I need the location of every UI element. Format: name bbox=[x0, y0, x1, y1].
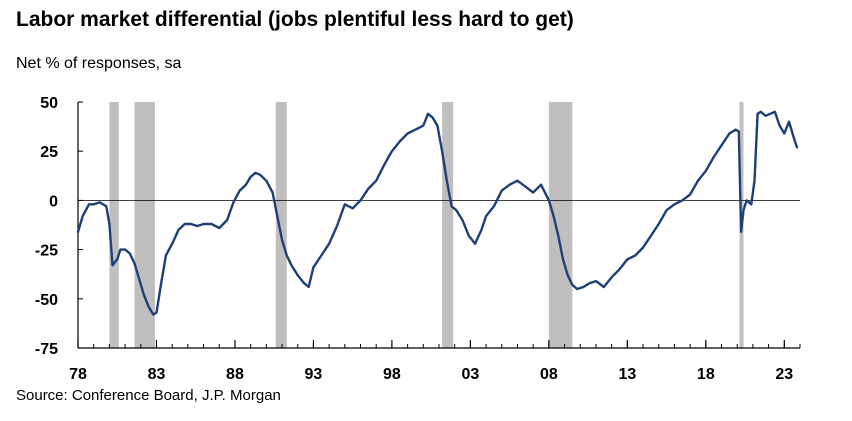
x-tick-label: 03 bbox=[461, 366, 479, 383]
y-tick-label: 50 bbox=[40, 95, 58, 112]
y-tick-label: -75 bbox=[35, 341, 58, 358]
recession-band-1 bbox=[134, 102, 155, 348]
x-tick-label: 13 bbox=[618, 366, 636, 383]
recession-band-3 bbox=[442, 102, 454, 348]
x-tick-label: 88 bbox=[226, 366, 244, 383]
y-tick-label: -50 bbox=[35, 292, 58, 309]
recession-band-0 bbox=[109, 102, 119, 348]
x-tick-label: 78 bbox=[69, 366, 87, 383]
chart-title: Labor market differential (jobs plentifu… bbox=[16, 8, 574, 31]
recession-band-2 bbox=[275, 102, 287, 348]
series-line-0 bbox=[76, 110, 799, 316]
x-tick-label: 23 bbox=[775, 366, 793, 383]
y-tick-label: 0 bbox=[49, 193, 58, 210]
x-tick-label: 18 bbox=[697, 366, 715, 383]
chart-subtitle: Net % of responses, sa bbox=[16, 55, 182, 72]
recession-band-4 bbox=[548, 102, 573, 348]
series-layer bbox=[76, 110, 799, 316]
source-note: Source: Conference Board, J.P. Morgan bbox=[16, 387, 281, 404]
x-tick-label: 98 bbox=[383, 366, 401, 383]
recession-bands bbox=[109, 102, 744, 348]
x-tick-label: 08 bbox=[540, 366, 558, 383]
x-tick-label: 93 bbox=[305, 366, 323, 383]
y-tick-label: -25 bbox=[35, 243, 58, 260]
x-tick-label: 83 bbox=[148, 366, 166, 383]
y-tick-label: 25 bbox=[40, 144, 58, 161]
tick-labels: 50 25 0 -25 -50 -75 78 83 88 93 98 03 08 13 18 23 bbox=[35, 95, 793, 383]
